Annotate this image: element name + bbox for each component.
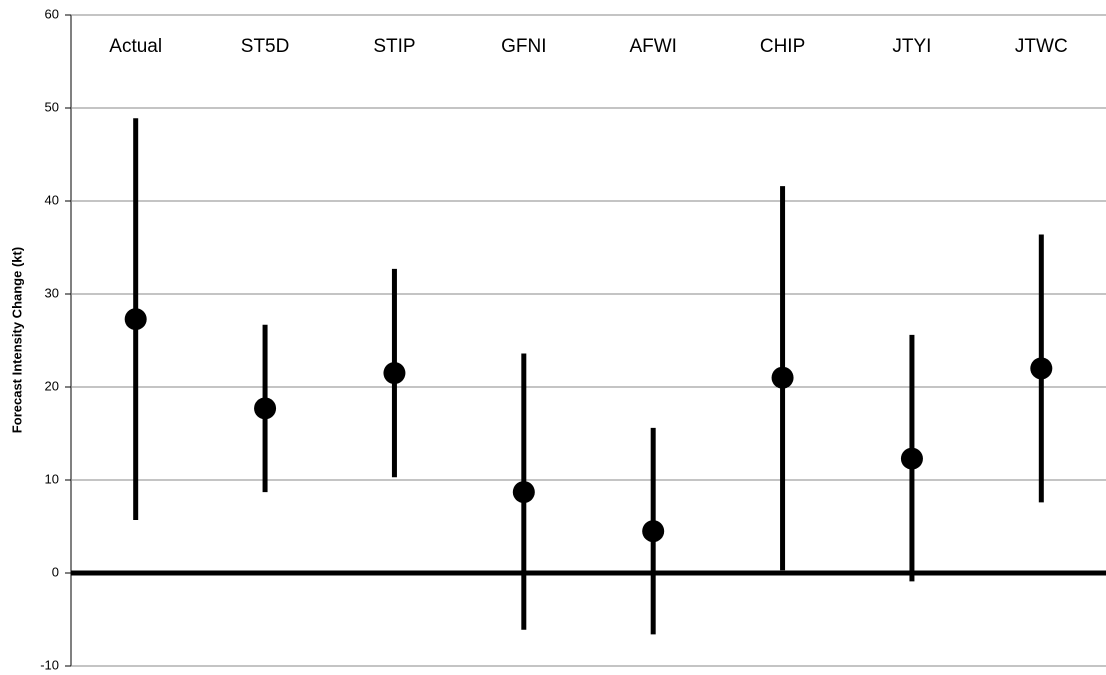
point — [254, 397, 277, 420]
category-label: ST5D — [241, 36, 290, 57]
y-axis-label: Forecast Intensity Change (kt) — [9, 247, 24, 433]
point — [771, 366, 794, 389]
y-tick-label: 50 — [45, 99, 59, 114]
y-tick-label: 20 — [45, 378, 59, 393]
category-label: Actual — [109, 36, 162, 57]
y-tick-label: 10 — [45, 471, 59, 486]
category-label: STIP — [373, 36, 415, 57]
point — [124, 308, 147, 331]
point — [642, 520, 665, 543]
category-label: JTYI — [892, 36, 931, 57]
y-tick-label: 30 — [45, 285, 59, 300]
y-tick-label: -10 — [40, 657, 59, 672]
y-tick-label: 60 — [45, 6, 59, 21]
point — [1030, 357, 1053, 380]
point — [383, 362, 406, 385]
category-label: AFWI — [629, 36, 677, 57]
y-tick-label: 0 — [52, 564, 59, 579]
category-label: JTWC — [1015, 36, 1068, 57]
category-label: GFNI — [501, 36, 546, 57]
point — [900, 447, 923, 470]
category-label: CHIP — [760, 36, 805, 57]
point — [512, 481, 535, 504]
y-tick-label: 40 — [45, 192, 59, 207]
